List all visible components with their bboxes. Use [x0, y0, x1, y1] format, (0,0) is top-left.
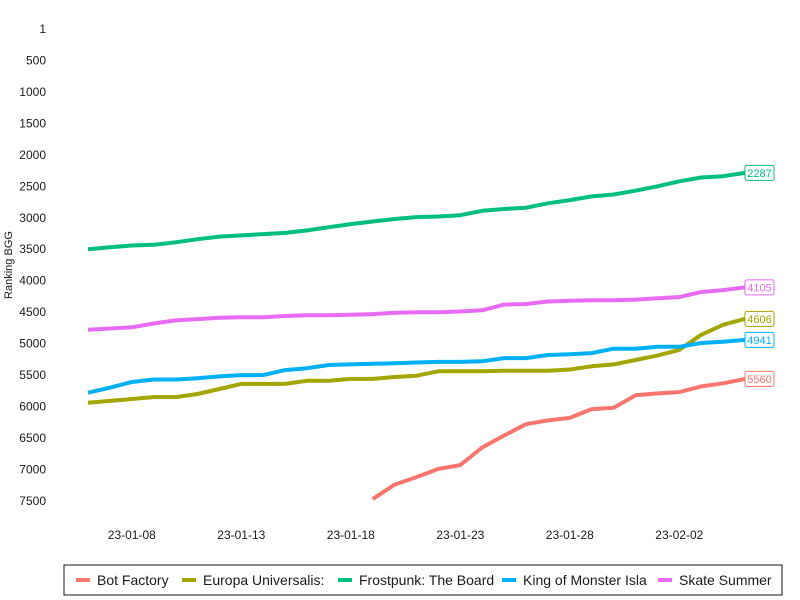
x-tick-label: 23-01-18 [327, 528, 375, 542]
x-tick-label: 23-01-28 [546, 528, 594, 542]
series-lines [87, 170, 746, 501]
y-tick-label: 1500 [19, 116, 46, 130]
y-tick-label: 3500 [19, 242, 46, 256]
end-label-text: 4606 [747, 314, 771, 326]
x-tick-label: 23-02-02 [655, 528, 703, 542]
end-label-box [744, 164, 775, 181]
legend-label: Bot Factory [97, 572, 169, 588]
y-tick-label: 4500 [19, 305, 46, 319]
end-labels: 5560 4606 2287 4941 4105 [744, 164, 775, 387]
x-tick-label: 23-01-08 [108, 528, 156, 542]
legend-label: King of Monster Isla [523, 572, 647, 588]
x-axis: 23-01-08 23-01-13 23-01-18 23-01-23 23-01-28… [108, 528, 704, 542]
series-line [87, 337, 746, 395]
x-tick-label: 23-01-23 [436, 528, 484, 542]
end-label-text: 4941 [747, 335, 771, 347]
end-label-box [744, 370, 775, 387]
end-label-text: 5560 [747, 374, 771, 386]
legend-item: Skate Summer [658, 572, 772, 588]
legend-label: Frostpunk: The Board [359, 572, 494, 588]
y-tick-label: 4000 [19, 274, 46, 288]
legend-item: Bot Factory [76, 572, 169, 588]
legend: Bot Factory Europa Universalis: Frostpunk:… [63, 564, 783, 596]
end-label: 5560 [744, 370, 775, 387]
series-line [87, 170, 746, 252]
y-tick-label: 1 [39, 22, 46, 36]
end-label-box [744, 279, 775, 296]
end-label-text: 2287 [747, 168, 771, 180]
legend-label: Skate Summer [679, 572, 772, 588]
y-tick-label: 3000 [19, 211, 46, 225]
end-label: 4941 [744, 331, 775, 348]
legend-items: Bot Factory Europa Universalis: Frostpunk:… [76, 572, 772, 588]
legend-label: Europa Universalis: [203, 572, 324, 588]
series-line [87, 285, 746, 332]
y-tick-label: 7500 [19, 494, 46, 508]
legend-item: Europa Universalis: [182, 572, 324, 588]
end-label: 2287 [744, 164, 775, 181]
end-label: 4105 [744, 279, 775, 296]
y-tick-label: 5000 [19, 337, 46, 351]
x-tick-label: 23-01-13 [217, 528, 265, 542]
y-tick-label: 2000 [19, 148, 46, 162]
y-tick-label: 6500 [19, 431, 46, 445]
y-tick-label: 500 [26, 53, 46, 67]
end-label: 4606 [744, 310, 775, 327]
legend-item: King of Monster Isla [502, 572, 647, 588]
legend-frame [63, 564, 783, 596]
series-line [87, 316, 746, 405]
y-tick-label: 1000 [19, 85, 46, 99]
end-label-box [744, 331, 775, 348]
end-label-box [744, 310, 775, 327]
y-tick-label: 7000 [19, 463, 46, 477]
y-tick-label: 2500 [19, 179, 46, 193]
y-axis-title: Ranking BGG [3, 231, 15, 299]
end-label-text: 4105 [747, 282, 771, 294]
y-tick-label: 6000 [19, 400, 46, 414]
y-tick-label: 5500 [19, 368, 46, 382]
legend-item: Frostpunk: The Board [338, 572, 494, 588]
series-line [371, 376, 746, 501]
y-axis: 1500100015002000250030003500400045005000… [19, 22, 46, 508]
